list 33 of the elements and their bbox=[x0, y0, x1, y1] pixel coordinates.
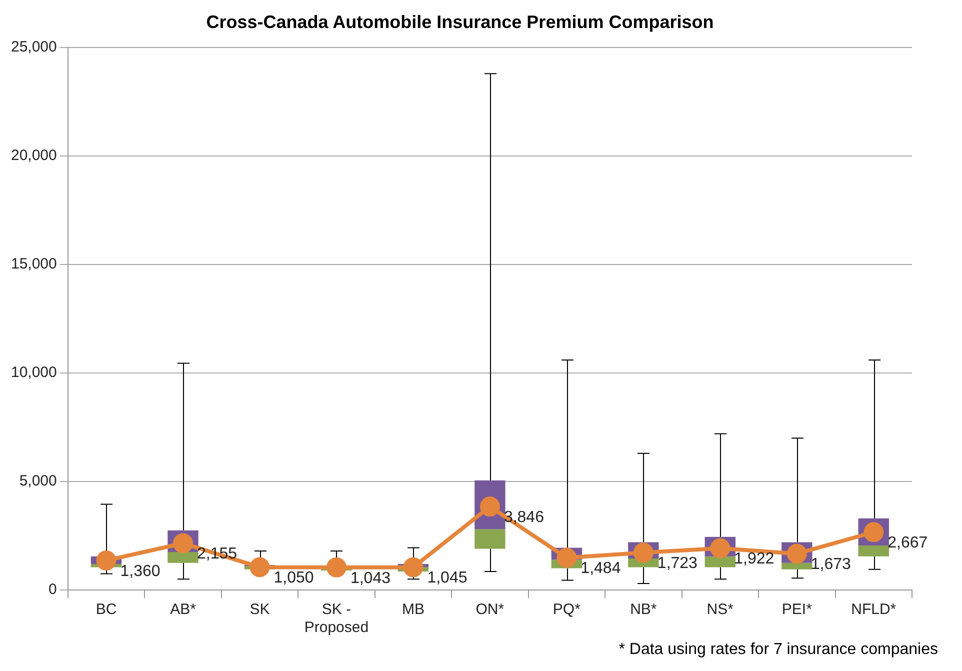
point bbox=[633, 542, 654, 563]
text: * Data using rates for 7 insurance companies bbox=[618, 641, 938, 659]
point bbox=[710, 538, 730, 558]
point bbox=[326, 557, 346, 578]
data-label: 1,050 bbox=[274, 570, 314, 587]
y-tick-label: 20,000 bbox=[10, 147, 57, 164]
x-tick-label: ON* bbox=[476, 601, 504, 618]
x-tick-label: PQ* bbox=[552, 601, 581, 618]
x-tick-label: AB* bbox=[170, 601, 196, 618]
data-label: 1,360 bbox=[120, 562, 160, 580]
x-tick-label: SK bbox=[250, 601, 270, 618]
data-label: 1,045 bbox=[427, 570, 468, 587]
chart-title: Cross-Canada Automobile Insurance Premium Comparison bbox=[206, 12, 714, 32]
data-label: 1,043 bbox=[350, 570, 391, 587]
x-tick-label: NFLD* bbox=[851, 601, 896, 618]
x-tick-label: NS* bbox=[706, 601, 734, 618]
y-tick-label: 0 bbox=[48, 581, 57, 598]
y-tick-label: 15,000 bbox=[10, 256, 57, 273]
x-tick-label: PEI* bbox=[782, 601, 812, 618]
x-tick-label: BC bbox=[96, 601, 117, 618]
y-tick-label: 25,000 bbox=[10, 38, 57, 56]
point bbox=[96, 550, 116, 570]
y-tick-label: 10,000 bbox=[10, 364, 57, 382]
point bbox=[250, 557, 270, 578]
x-tick-label: NB* bbox=[630, 601, 657, 618]
data-label: 1,673 bbox=[810, 556, 852, 574]
data-label: 1,484 bbox=[580, 560, 621, 578]
y-tick-label: 5,000 bbox=[19, 472, 57, 490]
point bbox=[403, 557, 424, 578]
point bbox=[556, 548, 577, 568]
x-tick-label: MB bbox=[402, 601, 424, 618]
data-label: 1,723 bbox=[657, 555, 698, 572]
x-tick-label: SK - Proposed bbox=[304, 601, 369, 636]
